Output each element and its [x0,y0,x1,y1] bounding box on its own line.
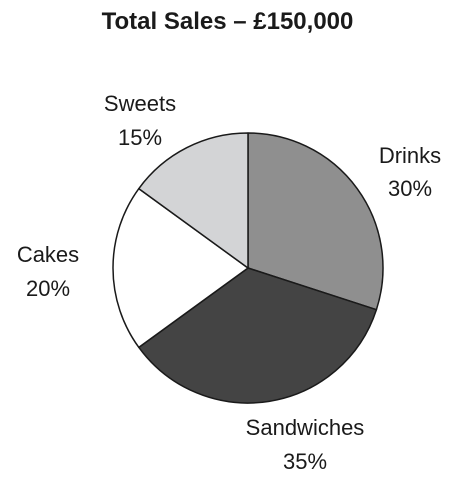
pie-slice-drinks [247,132,384,311]
slice-percent-drinks: 30% [388,176,432,201]
slice-label-sandwiches: Sandwiches [246,415,365,440]
chart-title: Total Sales – £150,000 [101,8,354,35]
slice-label-cakes: Cakes [17,242,79,267]
slice-percent-sweets: 15% [118,125,162,150]
slice-percent-cakes: 20% [26,276,70,301]
pie-slices [112,132,384,404]
pie-slice-cakes [112,187,249,349]
pie-slice-sweets [138,132,249,269]
pie-labels: Drinks 30% Sandwiches 35% Cakes 20% Sweets 15% [17,91,441,474]
slice-label-sweets: Sweets [104,91,176,116]
pie-slice-sandwiches [138,267,378,404]
slice-label-drinks: Drinks [379,143,441,168]
slice-percent-sandwiches: 35% [283,449,327,474]
